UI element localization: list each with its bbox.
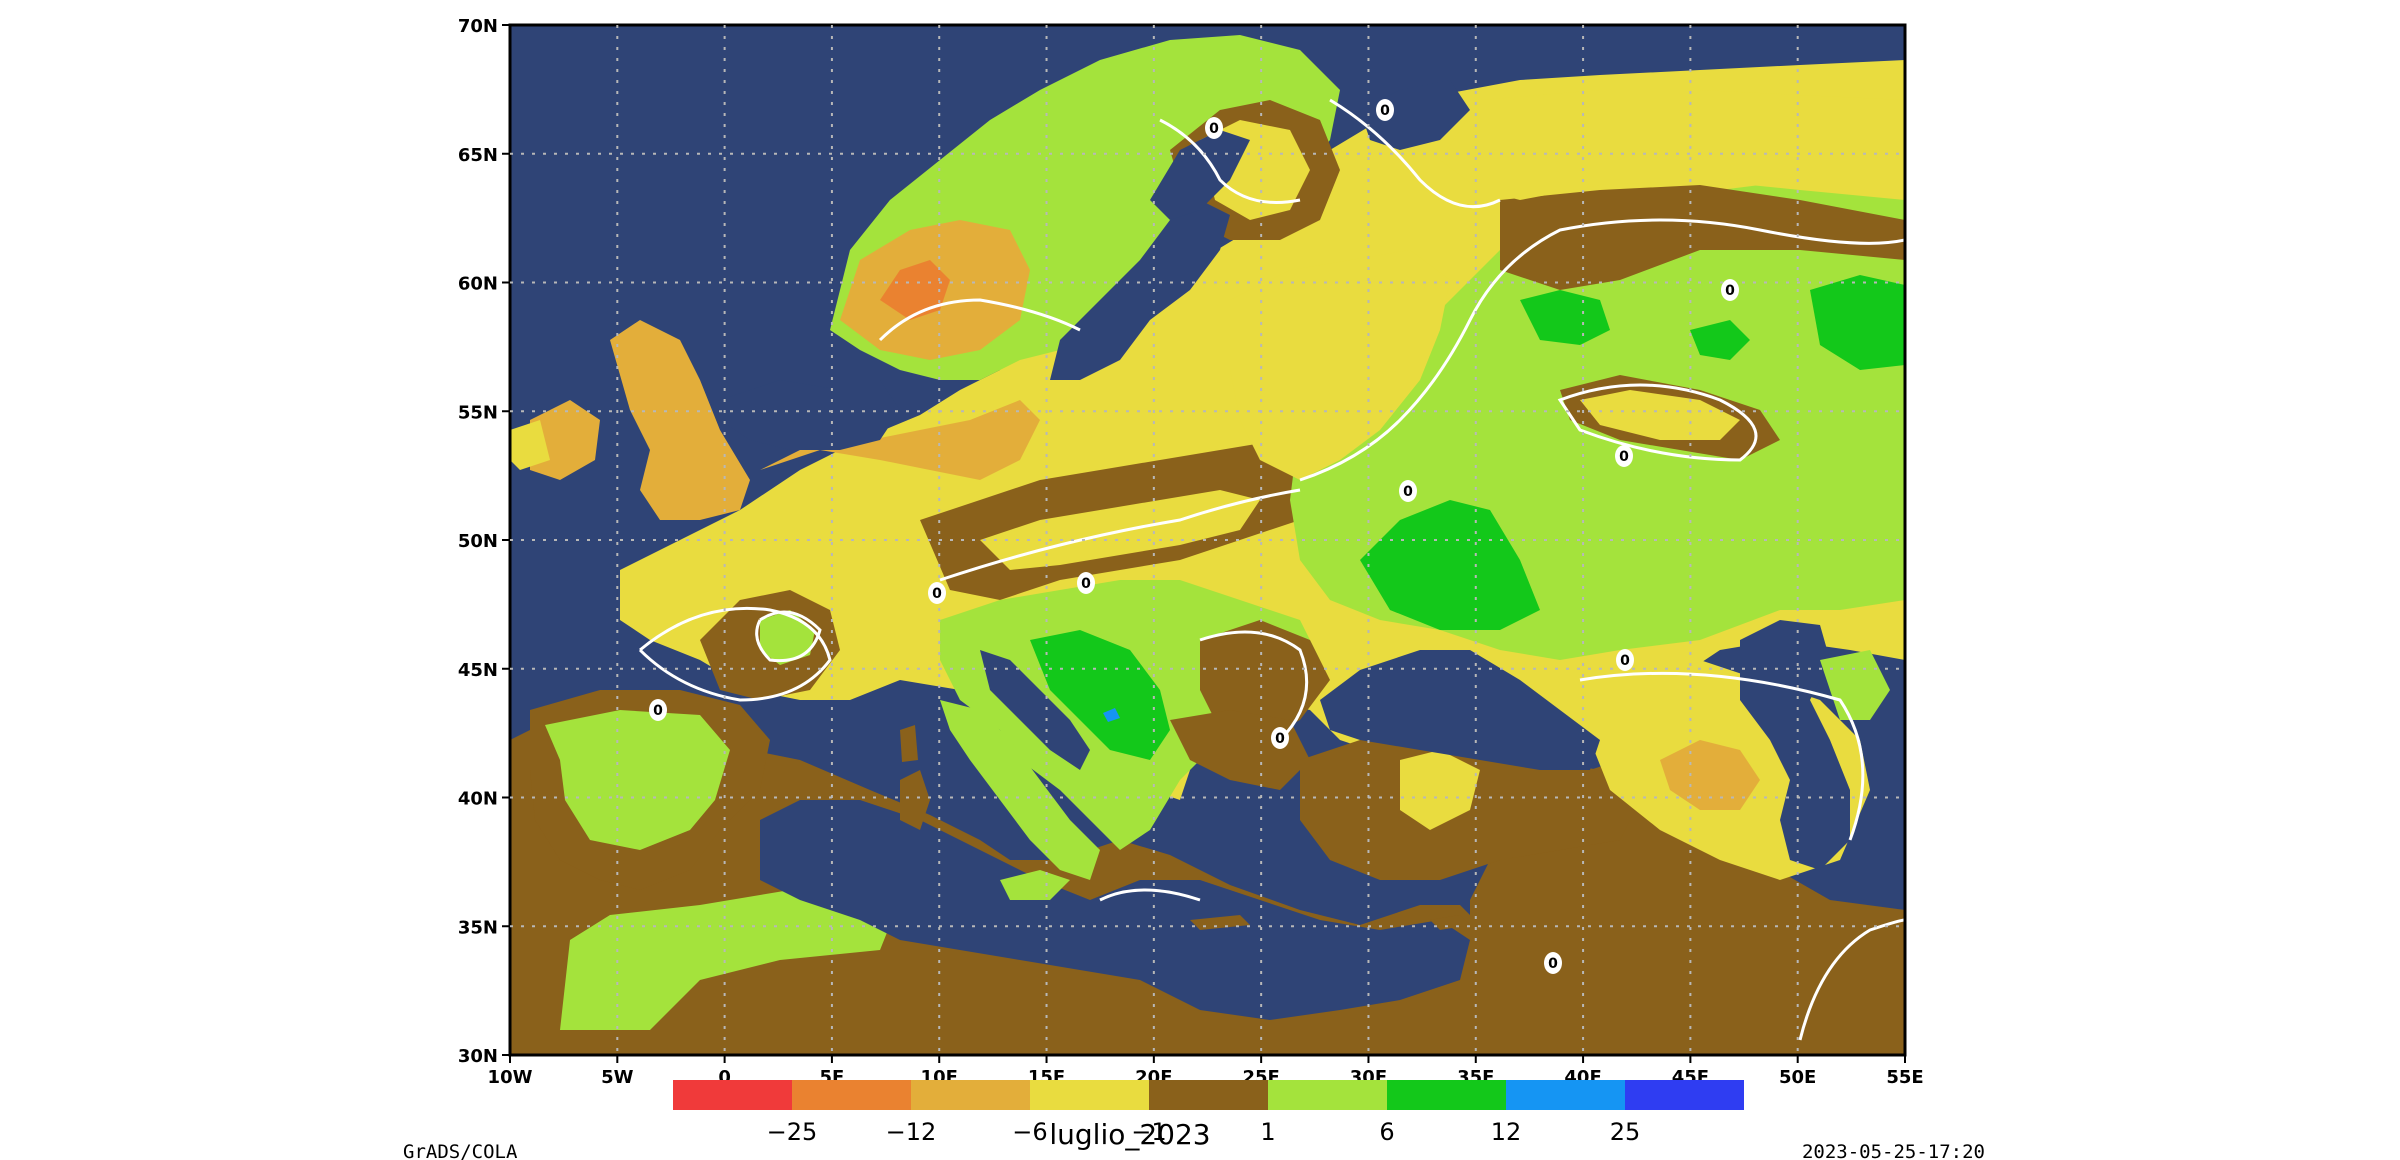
land-caucasus-orange [1660, 740, 1760, 810]
land-ukraine-strong-wet [1360, 500, 1540, 630]
contour-label-bg [1399, 480, 1417, 502]
contour-label-bg [1616, 649, 1634, 671]
land-baltic-yellow [1230, 250, 1450, 480]
land-sardinia [900, 770, 930, 830]
colorbar-swatch [1149, 1080, 1268, 1110]
colorbar-swatch [792, 1080, 911, 1110]
colorbar-label: −12 [886, 1118, 937, 1146]
colorbar: −25 −12 −6 −1 1 6 12 25 [673, 1080, 1744, 1146]
map-title: luglio_2023 [1049, 1118, 1210, 1151]
land-russia-strong-wet-3 [1690, 320, 1750, 360]
x-tick-label: 50E [1779, 1067, 1816, 1088]
x-tick-label: 55E [1886, 1067, 1923, 1088]
zero-contours [638, 98, 1905, 1041]
y-tick-label: 55N [458, 402, 498, 423]
contour-label: 0 [1548, 956, 1558, 972]
footer-right: 2023-05-25-17:20 [1802, 1141, 1985, 1160]
x-tick-label: 5W [601, 1067, 634, 1088]
land-iberia-wet [545, 710, 730, 850]
land-france-wet [760, 610, 815, 665]
y-tick-label: 70N [458, 16, 498, 37]
land-russia-yellow-band [1440, 90, 1905, 200]
colorbar-label: −25 [767, 1118, 818, 1146]
colorbar-swatch [1030, 1080, 1149, 1110]
colorbar-label: 12 [1491, 1118, 1522, 1146]
land-russia-brown-band [1500, 185, 1905, 290]
colorbar-swatch [673, 1080, 792, 1110]
contour-labels: 0 0 0 0 0 0 0 0 0 0 0 [649, 99, 1739, 974]
land-montenegro-blue [1103, 708, 1120, 722]
colorbar-label: 6 [1379, 1118, 1394, 1146]
sea-adriatic [980, 650, 1090, 770]
land-iceland-stub [510, 420, 550, 470]
y-tick-label: 45N [458, 660, 498, 681]
contour-label: 0 [1275, 731, 1285, 747]
contour-label: 0 [653, 703, 663, 719]
footer-left: GrADS/COLA [403, 1141, 518, 1160]
land-corsica [900, 725, 918, 762]
contour-label-bg [1271, 727, 1289, 749]
land-russia-yellow-oval [1580, 390, 1740, 440]
x-tick-label: 10W [488, 1067, 533, 1088]
map-plot-area [510, 25, 1905, 1055]
contour-label: 0 [1725, 283, 1735, 299]
contour-label-bg [1615, 445, 1633, 467]
colorbar-swatch [1506, 1080, 1625, 1110]
sea-bothnia [1150, 130, 1250, 220]
contour-label: 0 [1619, 449, 1629, 465]
contour-label: 0 [1081, 576, 1091, 592]
land-italy [940, 700, 1100, 880]
y-tick-label: 35N [458, 917, 498, 938]
colorbar-label: −6 [1012, 1118, 1047, 1146]
colorbar-swatch [1625, 1080, 1744, 1110]
contour-label-bg [1721, 279, 1739, 301]
y-tick-label: 60N [458, 274, 498, 295]
sea-white [1360, 80, 1470, 150]
land-great-britain [610, 320, 750, 520]
contour-label-bg [928, 582, 946, 604]
sea-mediterranean [760, 800, 1470, 1020]
colorbar-swatch [1268, 1080, 1387, 1110]
colorbar-label: −1 [1131, 1118, 1166, 1146]
colorbar-label: 25 [1610, 1118, 1641, 1146]
y-tick-label: 65N [458, 145, 498, 166]
y-tick-label: 30N [458, 1046, 498, 1067]
contour-label: 0 [1620, 653, 1630, 669]
colorbar-swatch [911, 1080, 1030, 1110]
sea-caspian-wet [1820, 650, 1890, 720]
contour-label: 0 [1209, 121, 1219, 137]
contour-label-bg [649, 699, 667, 721]
sea-baltic [1050, 200, 1230, 380]
contour-label-bg [1205, 117, 1223, 139]
land-norway-strong-dry [880, 260, 950, 320]
sea-black-sea [1320, 650, 1600, 770]
colorbar-label: 1 [1260, 1118, 1275, 1146]
land-russia-strong-wet-2 [1810, 275, 1905, 370]
land-france-orange [760, 400, 1040, 480]
sea-north-sea [720, 380, 900, 450]
contour-label: 0 [1403, 484, 1413, 500]
colorbar-swatch [1387, 1080, 1506, 1110]
land-cyprus [1430, 915, 1470, 930]
land-balkans-strong-wet [1030, 630, 1170, 760]
y-tick-label: 40N [458, 789, 498, 810]
land-africa-wet [560, 880, 900, 1030]
contour-label: 0 [932, 586, 942, 602]
land-turkey-yellow [1400, 750, 1480, 830]
contour-label-bg [1544, 952, 1562, 974]
y-tick-label: 50N [458, 531, 498, 552]
land-russia-strong-wet-1 [1520, 290, 1610, 345]
land-sicily [1000, 870, 1070, 900]
contour-label-bg [1077, 572, 1095, 594]
contour-label-bg [1376, 99, 1394, 121]
contour-label: 0 [1380, 103, 1390, 119]
